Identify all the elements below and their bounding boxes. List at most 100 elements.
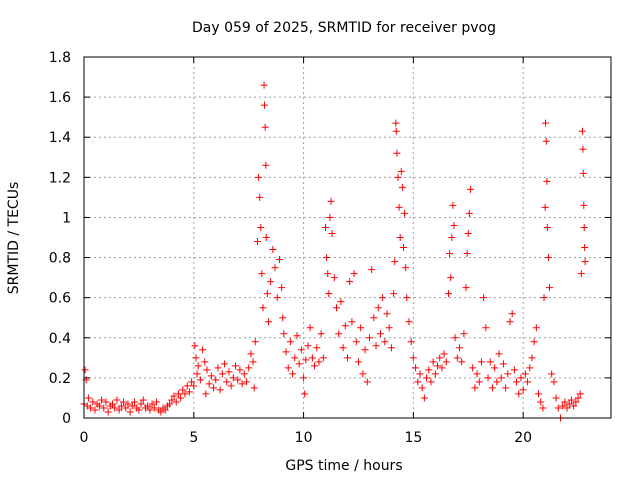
data-point (311, 362, 319, 370)
data-point (497, 374, 505, 382)
data-point (109, 400, 117, 408)
data-point (392, 127, 400, 135)
data-point (465, 209, 473, 217)
data-point (416, 370, 424, 378)
data-point (279, 314, 287, 322)
plot-frame (83, 56, 612, 419)
data-point (335, 330, 343, 338)
data-point (473, 370, 481, 378)
data-point (255, 173, 263, 181)
data-point (319, 354, 327, 362)
y-tick-label: 0 (62, 411, 71, 427)
data-point (486, 358, 494, 366)
data-point (580, 223, 588, 231)
data-point (301, 390, 309, 398)
data-point (131, 398, 139, 406)
data-point (326, 213, 334, 221)
data-point (576, 390, 584, 398)
y-tick-label: 1.8 (49, 50, 71, 66)
data-point (466, 185, 474, 193)
data-point (442, 358, 450, 366)
data-point (453, 354, 461, 362)
data-point (170, 392, 178, 400)
data-point (227, 382, 235, 390)
data-point (370, 314, 378, 322)
data-point (328, 229, 336, 237)
data-point (543, 223, 551, 231)
y-tick-label: 0.8 (49, 251, 71, 267)
data-point (352, 338, 360, 346)
y-axis-label: SRMTID / TECUs (6, 182, 22, 295)
data-point (484, 374, 492, 382)
data-point (540, 294, 548, 302)
data-point (420, 394, 428, 402)
data-point (135, 406, 143, 414)
data-point (508, 310, 516, 318)
data-point (289, 370, 297, 378)
data-point (223, 378, 231, 386)
data-point (304, 342, 312, 350)
data-point (480, 294, 488, 302)
data-point (548, 370, 556, 378)
data-points (80, 81, 589, 422)
data-point (570, 402, 578, 410)
data-point (128, 402, 136, 410)
data-point (339, 344, 347, 352)
data-point (429, 358, 437, 366)
data-point (249, 358, 257, 366)
data-point (330, 274, 338, 282)
data-point (440, 350, 448, 358)
grid-lines (84, 57, 611, 418)
data-point (218, 370, 226, 378)
data-point (212, 376, 220, 384)
data-point (515, 390, 523, 398)
data-point (324, 270, 332, 278)
data-point (427, 378, 435, 386)
data-point (177, 394, 185, 402)
data-point (263, 290, 271, 298)
data-point (563, 404, 571, 412)
data-point (102, 398, 110, 406)
data-point (306, 324, 314, 332)
data-point (445, 290, 453, 298)
data-point (253, 238, 261, 246)
data-point (190, 382, 198, 390)
data-point (510, 366, 518, 374)
axis-ticks (83, 56, 611, 419)
data-point (196, 376, 204, 384)
data-point (528, 354, 536, 362)
data-point (397, 167, 405, 175)
data-point (256, 193, 264, 201)
data-point (391, 258, 399, 266)
data-point (561, 398, 569, 406)
data-point (257, 223, 265, 231)
data-point (261, 123, 269, 131)
y-tick-label: 0.6 (49, 291, 71, 307)
x-tick-label: 0 (80, 430, 89, 446)
data-point (535, 390, 543, 398)
y-tick-label: 1.6 (49, 90, 71, 106)
data-point (359, 370, 367, 378)
data-point (363, 378, 371, 386)
x-tick-label: 5 (189, 430, 198, 446)
data-point (346, 278, 354, 286)
y-tick-label: 1.4 (49, 130, 71, 146)
data-point (395, 203, 403, 211)
data-point (322, 223, 330, 231)
y-tick-label: 1.2 (49, 170, 71, 186)
data-point (394, 173, 402, 181)
data-point (115, 406, 123, 414)
data-point (398, 183, 406, 191)
data-point (372, 342, 380, 350)
data-point (348, 318, 356, 326)
data-point (565, 400, 573, 408)
data-point (559, 402, 567, 410)
data-point (464, 229, 472, 237)
data-point (192, 354, 200, 362)
data-point (425, 366, 433, 374)
data-point (542, 137, 550, 145)
data-point (458, 358, 466, 366)
data-point (144, 402, 152, 410)
data-point (463, 250, 471, 258)
